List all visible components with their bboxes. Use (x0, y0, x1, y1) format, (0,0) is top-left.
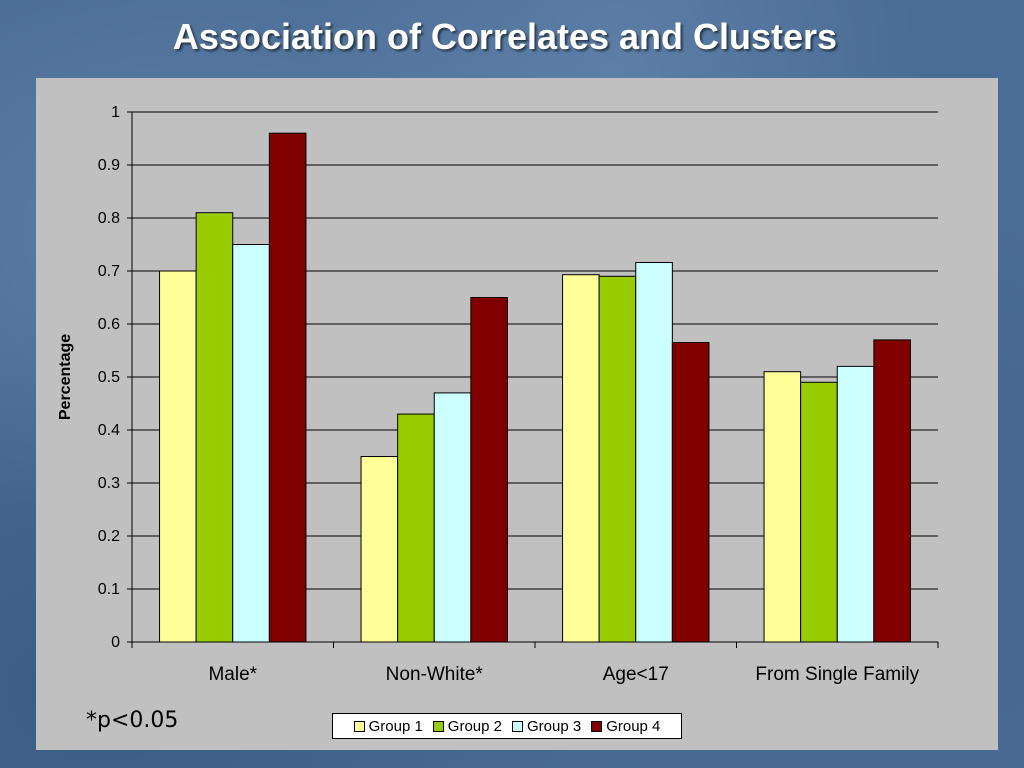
legend-label: Group 4 (606, 717, 661, 735)
y-tick-label: 0.1 (98, 581, 120, 598)
legend-item: Group 1 (353, 717, 423, 735)
y-tick-label: 0.3 (98, 475, 120, 492)
y-tick-label: 0.7 (98, 263, 120, 280)
bar-group-1 (763, 371, 802, 643)
bar-group-2 (598, 275, 637, 643)
y-tick-label: 0.9 (98, 157, 120, 174)
bar-chart: 0 0.1 0.2 0.3 0.4 0.5 0.6 0.7 0.8 0.9 1 Percentage M… (57, 104, 939, 685)
legend-swatch (432, 720, 444, 732)
bar-group-4 (671, 342, 710, 643)
y-tick-label: 0.2 (98, 528, 120, 545)
bar-group-1 (360, 456, 399, 643)
bar-group-4 (873, 339, 911, 643)
slide-title: Association of Correlates and Clusters (172, 16, 838, 57)
legend-label: Group 2 (447, 717, 502, 735)
y-tick-label: 0.6 (98, 316, 120, 333)
legend-label: Group 3 (527, 717, 582, 735)
legend-swatch (353, 720, 365, 732)
bar-group-3 (232, 244, 270, 643)
y-tick-label: 0.4 (98, 422, 120, 439)
x-tick-label: Age<17 (603, 664, 669, 685)
bar-group-4 (470, 297, 508, 643)
x-tick-label: From Single Family (755, 664, 919, 685)
y-axis-title: Percentage (57, 334, 74, 420)
chart-legend: Group 1 Group 2 Group 3 Group 4 (332, 713, 682, 739)
bar-group-2 (800, 381, 838, 643)
legend-item: Group 2 (432, 717, 502, 735)
footnote: *p<0.05 (86, 708, 179, 733)
legend-item: Group 4 (591, 718, 660, 735)
bar-group-2 (195, 212, 234, 643)
y-tick-label: 1 (111, 104, 120, 121)
bar-group-1 (562, 274, 600, 643)
legend-label: Group 1 (368, 717, 423, 735)
x-tick-label: Male* (208, 664, 257, 685)
y-tick-label: 0.8 (98, 210, 120, 227)
x-tick-label: Non-White* (386, 664, 484, 685)
y-tick-label: 0 (111, 634, 120, 651)
legend-item: Group 3 (512, 718, 581, 735)
bar-group-1 (159, 270, 197, 643)
legend-swatch (512, 720, 523, 732)
legend-swatch (591, 720, 603, 732)
bar-group-3 (836, 365, 875, 643)
chart-panel: 0 0.1 0.2 0.3 0.4 0.5 0.6 0.7 0.8 0.9 1 Percentage M… (36, 78, 998, 750)
bar-group-2 (397, 413, 435, 643)
bar-group-3 (433, 392, 472, 643)
y-tick-label: 0.5 (98, 369, 120, 386)
bar-group-4 (268, 132, 307, 643)
bar-group-3 (635, 262, 673, 643)
